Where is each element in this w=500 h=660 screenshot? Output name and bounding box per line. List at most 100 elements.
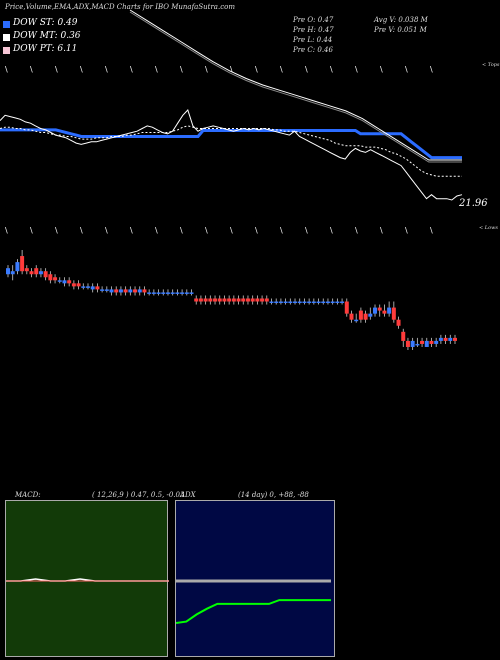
candle-body — [147, 292, 152, 294]
top-marker: \ — [30, 65, 33, 74]
candle-body — [128, 289, 133, 293]
top-marker: \ — [230, 65, 233, 74]
info-avg-volume: Avg V: 0.038 M — [374, 16, 428, 24]
adx-title: ADX — [180, 491, 196, 499]
candle-body — [241, 298, 246, 302]
candle-body — [43, 271, 48, 278]
candle-body — [156, 292, 161, 294]
candle-body — [325, 301, 330, 304]
candle-body — [405, 340, 410, 347]
legend-label-pt: DOW PT: 6.11 — [13, 44, 78, 54]
candle-body — [391, 307, 396, 320]
candle-body — [85, 286, 90, 288]
top-trend-line — [129, 9, 462, 161]
low-marker: \ — [130, 226, 133, 235]
candle-body — [231, 298, 236, 302]
candle-body — [420, 340, 425, 344]
candle-body — [363, 313, 368, 320]
low-marker: \ — [230, 226, 233, 235]
candle-body — [358, 310, 363, 320]
candle-body — [38, 271, 43, 275]
candle-body — [302, 301, 307, 304]
macd-panel — [5, 500, 169, 657]
candle-body — [387, 307, 392, 314]
candle-body — [222, 298, 227, 302]
candle-body — [330, 301, 335, 304]
candle-body — [274, 301, 279, 304]
top-marker: \ — [155, 65, 158, 74]
low-marker: \ — [380, 226, 383, 235]
candle-body — [382, 310, 387, 314]
top-marker: \ — [255, 65, 258, 74]
top-marker: \ — [380, 65, 383, 74]
candle-body — [53, 277, 58, 281]
candle-body — [396, 319, 401, 326]
top-marker: \ — [5, 65, 8, 74]
low-marker: \ — [55, 226, 58, 235]
candle-body — [133, 289, 138, 293]
candle-body — [401, 331, 406, 341]
candle-body — [288, 301, 293, 304]
candle-body — [34, 268, 39, 275]
candle-body — [260, 298, 265, 302]
info-pre-close: Pre C: 0.46 — [293, 46, 333, 54]
candle-body — [15, 262, 20, 272]
candle-body — [373, 307, 378, 314]
info-pre-volume: Pre V: 0.051 M — [374, 26, 427, 34]
top-marker: \ — [330, 65, 333, 74]
candle-body — [189, 292, 194, 294]
candle-body — [198, 298, 203, 302]
candle-body — [434, 340, 439, 344]
candle-body — [100, 289, 105, 291]
candle-body — [283, 301, 288, 304]
candle-body — [255, 298, 260, 302]
candle-body — [71, 283, 76, 287]
candle-body — [118, 289, 123, 293]
low-marker: \ — [405, 226, 408, 235]
candle-body — [415, 343, 420, 346]
candle-body — [321, 301, 326, 304]
candle-body — [297, 301, 302, 304]
candle-body — [175, 292, 180, 294]
candle-body — [410, 340, 415, 347]
candle-body — [377, 307, 382, 311]
candle-body — [227, 298, 232, 302]
legend-label-mt: DOW MT: 0.36 — [13, 31, 81, 41]
low-marker: \ — [330, 226, 333, 235]
candle-body — [57, 280, 62, 282]
candle-body — [443, 337, 448, 341]
legend-swatch-mt — [3, 34, 10, 41]
candle-body — [245, 298, 250, 302]
candle-body — [76, 283, 81, 287]
low-marker: \ — [180, 226, 183, 235]
candle-body — [6, 268, 10, 275]
candle-body — [114, 289, 119, 293]
candle-body — [448, 337, 453, 341]
candle-body — [250, 298, 255, 302]
candle-body — [307, 301, 312, 304]
candle-body — [438, 337, 443, 341]
adx-line-1 — [176, 599, 331, 624]
candle-body — [424, 340, 429, 347]
candle-body — [137, 289, 142, 293]
ema-line-2 — [0, 125, 462, 177]
candle-body — [165, 292, 170, 294]
adx-panel — [175, 500, 335, 657]
candle-body — [208, 298, 213, 302]
candle-body — [203, 298, 208, 302]
info-pre-low: Pre L: 0.44 — [293, 36, 333, 44]
candle-body — [354, 319, 359, 322]
candle-body — [269, 301, 274, 304]
top-trend-line-shadow — [129, 11, 462, 163]
adx-params: (14 day) 0, +88, -88 — [238, 491, 309, 499]
top-marker: \ — [205, 65, 208, 74]
candle-body — [142, 289, 147, 293]
low-marker: \ — [155, 226, 158, 235]
candle-body — [67, 280, 72, 284]
macd-chart — [6, 578, 169, 582]
adx-chart — [176, 579, 331, 624]
candle-body — [368, 313, 373, 317]
candle-body — [278, 301, 283, 304]
low-marker: \ — [105, 226, 108, 235]
candle-body — [123, 289, 128, 293]
